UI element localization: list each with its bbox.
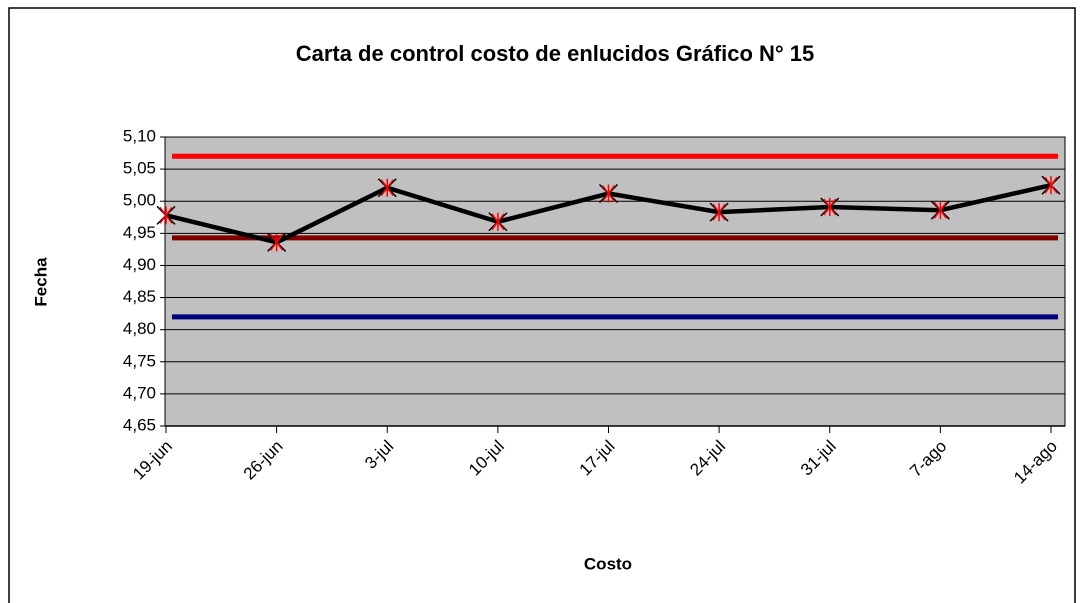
marker — [709, 202, 729, 222]
marker — [156, 205, 176, 225]
x-axis-title: Costo — [584, 554, 632, 573]
marker — [930, 200, 950, 220]
y-tick-label: 5,10 — [123, 126, 156, 145]
plot-area — [164, 136, 1066, 427]
marker-star — [712, 203, 726, 222]
y-tick-label: 4,65 — [123, 415, 156, 434]
y-tick-label: 4,80 — [123, 319, 156, 338]
marker — [267, 232, 287, 252]
marker — [488, 212, 508, 232]
y-tick-label: 4,70 — [123, 383, 156, 402]
y-axis-title: Fecha — [31, 257, 50, 307]
marker — [598, 183, 619, 204]
marker-star — [1044, 176, 1058, 195]
y-tick-label: 5,00 — [123, 191, 156, 210]
marker — [377, 178, 397, 198]
marker-star — [380, 178, 394, 197]
chart-title: Carta de control costo de enlucidos Gráf… — [296, 41, 815, 66]
y-tick-label: 5,05 — [123, 159, 156, 178]
marker-star — [159, 206, 173, 225]
marker-star — [491, 212, 505, 231]
marker — [1041, 175, 1061, 195]
marker-star — [823, 198, 837, 217]
y-tick-label: 4,95 — [123, 223, 156, 242]
y-tick-label: 4,90 — [123, 255, 156, 274]
marker — [820, 197, 840, 217]
marker-star — [933, 201, 947, 220]
y-tick-label: 4,75 — [123, 351, 156, 370]
marker-star — [601, 184, 616, 203]
marker-star — [270, 233, 284, 252]
y-tick-label: 4,85 — [123, 287, 156, 306]
